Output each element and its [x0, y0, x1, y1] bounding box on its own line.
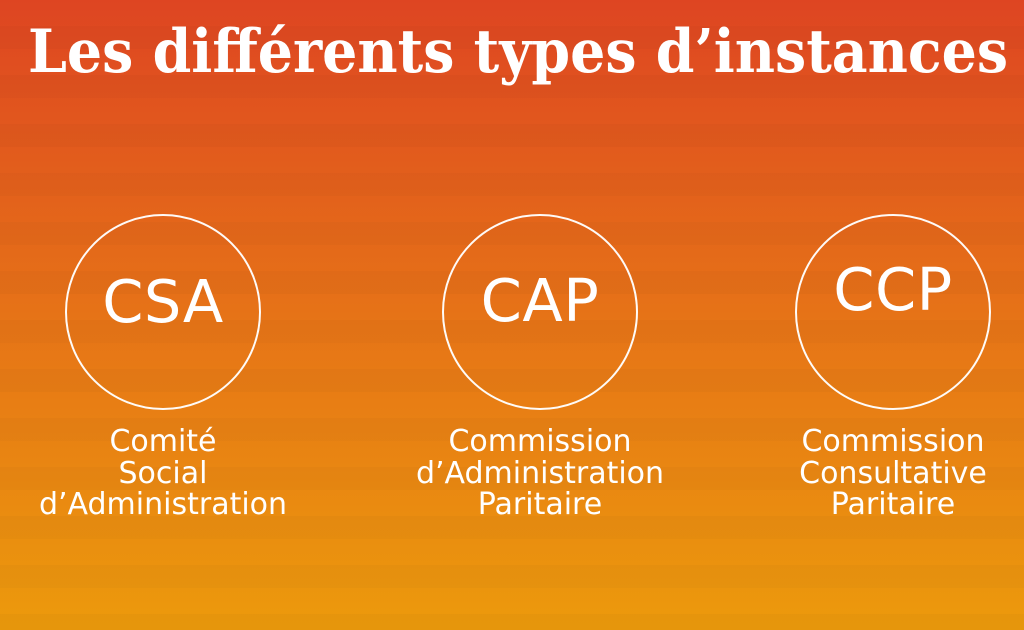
ccp-abbreviation: CCP [833, 255, 953, 324]
ccp-label-line-2: Consultative [799, 455, 987, 491]
csa-label-line-1: Comité [109, 424, 217, 459]
page-title: Les différents types d’instances [28, 17, 1008, 87]
cap-label-line-3: Paritaire [477, 487, 603, 522]
cap-label-line-2: d’Administration [415, 455, 665, 491]
cap-label: Commission d’Administration Paritaire [416, 426, 664, 521]
ccp-label-line-3: Paritaire [830, 487, 956, 522]
ccp-label: Commission Consultative Paritaire [799, 426, 987, 521]
csa-label-line-3: d’Administration [38, 487, 288, 522]
ccp-circle: CCP [795, 214, 991, 410]
cap-circle: CAP [442, 214, 638, 410]
instance-ccp: CCP Commission Consultative Paritaire [730, 214, 1024, 521]
csa-label-line-2: Social [118, 455, 208, 491]
csa-abbreviation: CSA [102, 267, 224, 336]
ccp-label-line-1: Commission [801, 424, 985, 459]
cap-label-line-1: Commission [448, 424, 632, 459]
csa-label: Comité Social d’Administration [39, 426, 287, 521]
instance-csa: CSA Comité Social d’Administration [0, 214, 326, 521]
csa-circle: CSA [65, 214, 261, 410]
cap-abbreviation: CAP [480, 266, 600, 335]
page-title-text: Les différents types d’instances [28, 17, 1008, 87]
instance-cap: CAP Commission d’Administration Paritair… [377, 214, 703, 521]
